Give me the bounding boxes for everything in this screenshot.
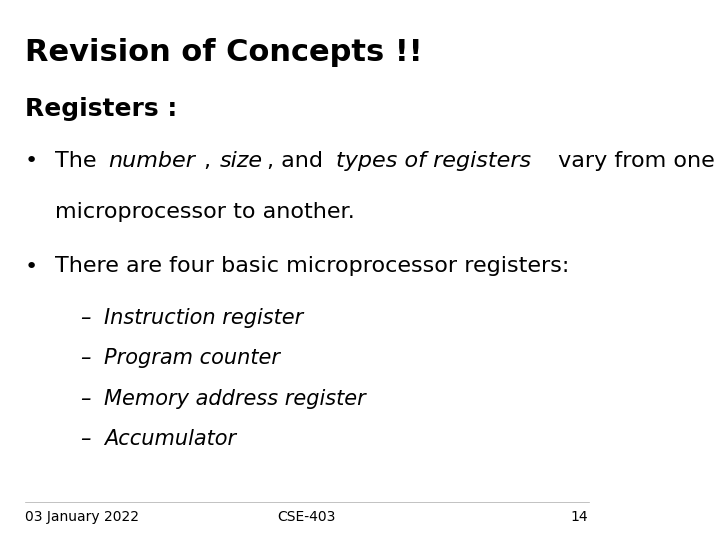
Text: vary from one: vary from one <box>551 151 714 171</box>
Text: –: – <box>80 348 90 368</box>
Text: There are four basic microprocessor registers:: There are four basic microprocessor regi… <box>55 256 570 276</box>
Text: –: – <box>80 308 90 328</box>
Text: Program counter: Program counter <box>104 348 280 368</box>
Text: 14: 14 <box>571 510 588 524</box>
Text: , and: , and <box>267 151 330 171</box>
Text: microprocessor to another.: microprocessor to another. <box>55 202 355 222</box>
Text: Instruction register: Instruction register <box>104 308 303 328</box>
Text: –: – <box>80 389 90 409</box>
Text: ,: , <box>204 151 218 171</box>
Text: –: – <box>80 429 90 449</box>
Text: Revision of Concepts !!: Revision of Concepts !! <box>24 38 422 67</box>
Text: •: • <box>24 151 37 171</box>
Text: CSE-403: CSE-403 <box>277 510 336 524</box>
Text: Accumulator: Accumulator <box>104 429 236 449</box>
Text: types of registers: types of registers <box>336 151 531 171</box>
Text: Memory address register: Memory address register <box>104 389 366 409</box>
Text: •: • <box>24 256 37 276</box>
Text: Registers :: Registers : <box>24 97 177 121</box>
Text: 03 January 2022: 03 January 2022 <box>24 510 138 524</box>
Text: The: The <box>55 151 104 171</box>
Text: size: size <box>220 151 263 171</box>
Text: number: number <box>109 151 195 171</box>
